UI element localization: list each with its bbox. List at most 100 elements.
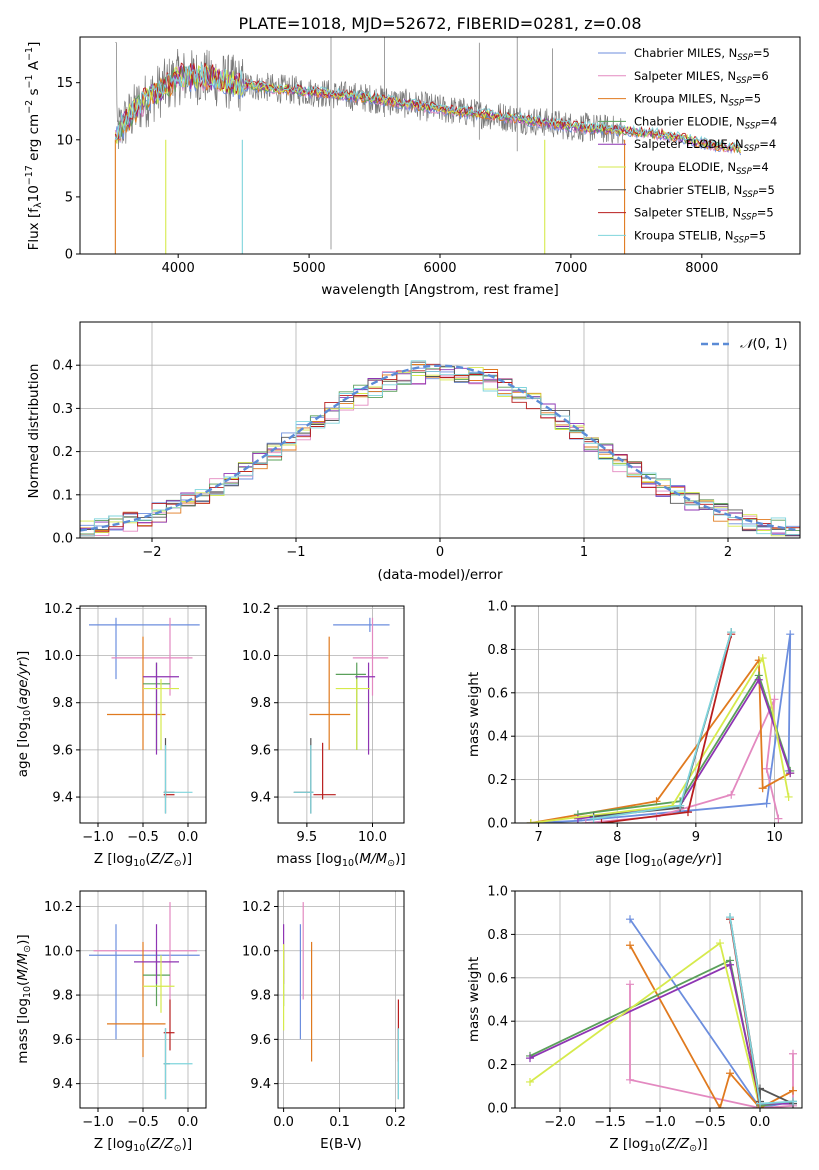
errorbar-salpeter-miles xyxy=(352,617,389,696)
plot-area-mass-vs-ebv xyxy=(283,902,399,1100)
x-tick-label: 0.0 xyxy=(178,1115,199,1130)
x-axis-label: (data-model)/error xyxy=(377,567,503,583)
data-point xyxy=(626,915,634,924)
y-tick-label: 0.4 xyxy=(52,359,73,374)
x-tick-label: −1.0 xyxy=(82,1115,114,1130)
errorbar-salpeter-elodie xyxy=(355,662,376,755)
y-tick-label: 0.6 xyxy=(487,686,508,701)
errorbar-chabrier-miles xyxy=(89,924,200,1040)
x-tick-label: 0.2 xyxy=(385,1115,406,1130)
y-tick-label: 0.4 xyxy=(487,730,508,745)
errorbar-salpeter-stelib xyxy=(313,742,336,800)
y-tick-label: 0.0 xyxy=(52,532,73,547)
histogram-kroupa-stelib xyxy=(80,360,800,537)
axes-frame xyxy=(514,890,803,1109)
errorbar-salpeter-elodie xyxy=(143,662,179,755)
data-point xyxy=(762,764,771,773)
y-tick-label: 10.0 xyxy=(242,649,271,664)
y-axis-label: mass weight xyxy=(466,957,482,1042)
y-axis-label: Flux [fλ10−17 erg cm−2 s−1 A−1] xyxy=(24,42,44,251)
data-point xyxy=(526,819,535,823)
x-axis-label: mass [log10(M/M⊙)] xyxy=(276,851,405,869)
axes-weight-vs-age: 7 8 9 10 0.0 0.2 0.4 0.6 0.8 1.0 xyxy=(487,600,803,845)
x-tick-label: 8000 xyxy=(685,261,718,276)
x-tick-label: 0.0 xyxy=(273,1115,294,1130)
y-tick-label: 10.2 xyxy=(242,602,271,617)
x-axis-label: wavelength [Angstrom, rest frame] xyxy=(321,282,559,298)
data-point xyxy=(726,1069,734,1078)
x-tick-label: 0.1 xyxy=(329,1115,350,1130)
series-line xyxy=(577,677,792,820)
errorbar-kroupa-elodie xyxy=(143,955,175,1013)
x-axis-label: Z [log10(Z/Z⊙)] xyxy=(609,1136,707,1154)
data-point xyxy=(789,1097,797,1106)
x-tick-label: −2 xyxy=(142,545,161,560)
axes-age-vs-z: −1.0 −0.5 0.0 9.4 9.6 9.8 10.0 10.2 xyxy=(44,602,207,845)
data-point xyxy=(727,628,736,637)
axes-spectrum: 4000 5000 6000 7000 8000 0 5 10 15 xyxy=(56,36,801,276)
errorbar-kroupa-miles xyxy=(309,636,351,750)
data-point xyxy=(597,819,606,823)
y-tick-label: 0.2 xyxy=(487,773,508,788)
y-tick-label: 10.2 xyxy=(44,900,73,915)
normal-curve xyxy=(80,364,800,532)
legend-entry: Chabrier STELIB, NSSP=5 xyxy=(634,183,775,200)
axes-frame xyxy=(79,890,207,1109)
panel-mass-vs-ebv: 0.0 0.1 0.2 9.4 9.6 9.8 10.0 10.2 xyxy=(242,890,406,1130)
data-point xyxy=(786,769,795,778)
series-kroupa-stelib xyxy=(726,913,797,1108)
y-tick-label: 0.8 xyxy=(487,928,508,943)
legend-normal: 𝒩(0, 1) xyxy=(740,337,787,352)
y-axis-label: age [log10(age/yr)] xyxy=(15,651,33,777)
model-kroupa-stelib xyxy=(114,63,741,150)
data-point xyxy=(762,799,771,808)
panel-weight-vs-age: 7 8 9 10 0.0 0.2 0.4 0.6 0.8 1.0 xyxy=(487,600,803,845)
axes-mass-vs-z: −1.0 −0.5 0.0 9.4 9.6 9.8 10.0 10.2 xyxy=(44,890,207,1130)
axes-mass-vs-ebv: 0.0 0.1 0.2 9.4 9.6 9.8 10.0 10.2 xyxy=(242,890,406,1130)
plot-area-age-vs-mass xyxy=(293,617,390,814)
x-tick-label: 0 xyxy=(436,545,444,560)
y-tick-label: 9.4 xyxy=(52,791,73,806)
axes-frame xyxy=(514,605,803,824)
x-tick-label: −1.0 xyxy=(82,830,114,845)
errorbar-salpeter-miles xyxy=(93,902,197,1000)
series-line xyxy=(601,633,733,823)
legend-entry: Salpeter STELIB, NSSP=5 xyxy=(634,206,774,223)
series-kroupa-miles xyxy=(626,941,797,1108)
data-point xyxy=(726,960,734,969)
errorbar-kroupa-stelib xyxy=(163,1028,193,1100)
data-point xyxy=(573,814,582,823)
x-tick-label: −1.0 xyxy=(644,1115,676,1130)
series-chabrier-miles xyxy=(526,630,795,823)
y-axis-label: Normed distribution xyxy=(26,364,42,499)
plot-area-age-vs-z xyxy=(89,617,200,814)
y-tick-label: 9.4 xyxy=(250,791,271,806)
y-tick-label: 9.6 xyxy=(52,743,73,758)
plot-area-spectrum xyxy=(114,37,742,254)
legend-entry: Kroupa MILES, NSSP=5 xyxy=(634,92,761,109)
x-tick-label: −0.5 xyxy=(694,1115,726,1130)
legend-entry: Chabrier MILES, NSSP=5 xyxy=(634,46,770,63)
legend-entry: Kroupa ELODIE, NSSP=4 xyxy=(634,160,769,177)
data-point xyxy=(626,1075,634,1084)
panel-residuals: −2 −1 0 1 2 0.0 0.1 0.2 0.3 0.4 xyxy=(52,321,801,560)
plot-area-residuals xyxy=(80,360,800,537)
x-tick-label: −2.0 xyxy=(544,1115,576,1130)
data-point xyxy=(789,1049,797,1058)
errorbar-kroupa-stelib xyxy=(293,745,314,814)
y-tick-label: 0.1 xyxy=(52,488,73,503)
series-line xyxy=(629,984,794,1108)
axes-residuals: −2 −1 0 1 2 0.0 0.1 0.2 0.3 0.4 xyxy=(52,321,801,560)
x-tick-label: 5000 xyxy=(293,261,326,276)
data-point xyxy=(770,695,779,704)
data-point xyxy=(756,1099,764,1108)
y-tick-label: 9.8 xyxy=(250,696,271,711)
y-tick-label: 9.6 xyxy=(250,743,271,758)
y-tick-label: 0 xyxy=(65,248,73,263)
x-tick-label: 9.5 xyxy=(297,830,318,845)
data-point xyxy=(754,675,763,684)
data-point xyxy=(683,808,692,817)
series-kroupa-stelib xyxy=(589,628,736,823)
y-tick-label: 9.4 xyxy=(250,1077,271,1092)
